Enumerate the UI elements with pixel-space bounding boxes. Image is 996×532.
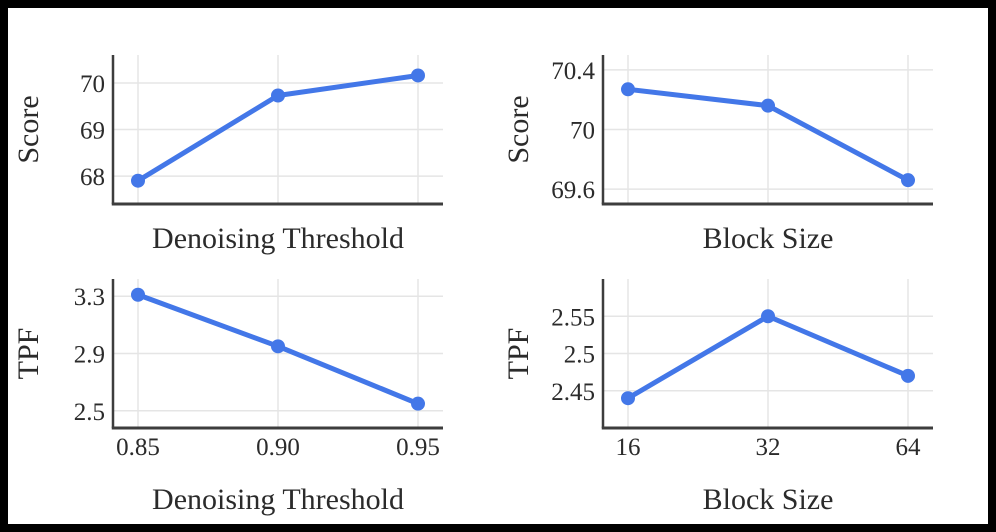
chart-score-vs-block-size: 69.6 70 70.4 Block Size Score <box>502 55 933 255</box>
data-point <box>901 173 915 188</box>
data-point <box>271 339 285 354</box>
y-tick-label: 70 <box>80 71 105 98</box>
x-axis-label: Denoising Threshold <box>152 483 404 516</box>
data-point <box>131 173 145 188</box>
subplot-tpf-vs-block-size: 2.45 2.5 2.55 16 32 64 Block Size TPF <box>498 266 988 524</box>
x-axis-label: Block Size <box>703 483 834 516</box>
data-point <box>411 396 425 411</box>
data-point <box>411 68 425 83</box>
y-tick-label: 70.4 <box>551 58 595 85</box>
x-axis-label: Denoising Threshold <box>152 222 404 255</box>
y-axis-label: Score <box>502 95 535 163</box>
x-tick-label: 16 <box>616 434 641 461</box>
data-point <box>761 309 775 324</box>
chart-tpf-vs-denoising-threshold: 2.5 2.9 3.3 0.85 0.90 0.95 Denoising Threshold… <box>12 279 443 516</box>
subplot-score-vs-block-size: 69.6 70 70.4 Block Size Score <box>498 8 988 266</box>
chart-tpf-vs-block-size: 2.45 2.5 2.55 16 32 64 Block Size TPF <box>502 279 933 516</box>
y-axis-label: Score <box>12 95 45 163</box>
y-tick-label: 2.45 <box>551 379 595 406</box>
y-axis-label: TPF <box>12 328 45 380</box>
y-tick-label: 69.6 <box>551 177 595 204</box>
x-tick-label: 0.90 <box>256 434 300 461</box>
x-tick-label: 0.95 <box>396 434 440 461</box>
data-point <box>131 287 145 302</box>
subplot-score-vs-denoising-threshold: 68 69 70 Denoising Threshold Score <box>8 8 498 266</box>
y-tick-label: 70 <box>570 118 595 145</box>
subplot-tpf-vs-denoising-threshold: 2.5 2.9 3.3 0.85 0.90 0.95 Denoising Threshold… <box>8 266 498 524</box>
y-tick-label: 2.5 <box>564 342 595 369</box>
data-point <box>901 368 915 383</box>
chart-score-vs-denoising-threshold: 68 69 70 Denoising Threshold Score <box>12 55 443 255</box>
data-point <box>621 82 635 97</box>
data-point <box>761 98 775 113</box>
y-tick-label: 69 <box>80 118 105 145</box>
y-axis-label: TPF <box>502 328 535 380</box>
y-tick-label: 2.9 <box>74 342 105 369</box>
x-axis-label: Block Size <box>703 222 834 255</box>
y-tick-label: 68 <box>80 164 105 191</box>
data-point <box>271 88 285 103</box>
x-tick-label: 32 <box>756 434 781 461</box>
x-tick-label: 64 <box>896 434 922 461</box>
y-tick-label: 3.3 <box>74 284 105 311</box>
y-tick-label: 2.5 <box>74 399 105 426</box>
y-tick-label: 2.55 <box>551 304 595 331</box>
x-tick-label: 0.85 <box>116 434 160 461</box>
data-point <box>621 391 635 406</box>
